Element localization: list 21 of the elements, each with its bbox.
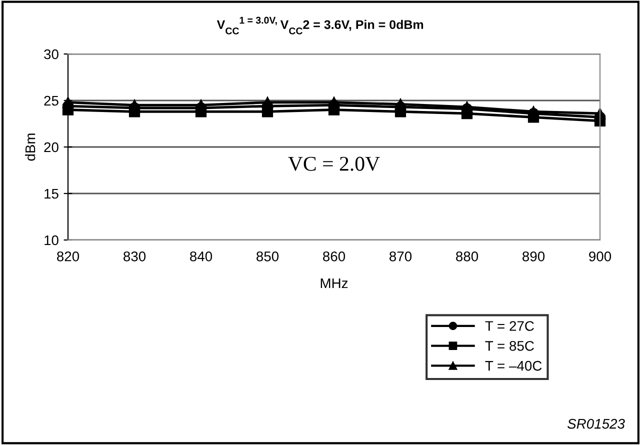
y-tick-label: 15 bbox=[44, 188, 58, 199]
x-tick-label: 870 bbox=[390, 251, 412, 262]
legend-label: T = 27C bbox=[485, 321, 534, 331]
y-tick-label: 25 bbox=[44, 96, 58, 106]
x-tick-label: 900 bbox=[589, 251, 612, 262]
y-axis-title: dBm bbox=[25, 134, 36, 161]
x-tick-label: 880 bbox=[456, 251, 478, 262]
x-tick-label: 820 bbox=[57, 251, 80, 262]
x-tick-label: 850 bbox=[256, 251, 279, 262]
x-tick-label: 840 bbox=[190, 251, 212, 262]
x-tick-label: 890 bbox=[522, 251, 545, 262]
legend-label: T = 85C bbox=[485, 340, 534, 351]
y-tick-label: 30 bbox=[44, 49, 58, 60]
x-axis-title: MHz bbox=[320, 278, 348, 288]
x-tick-label: 830 bbox=[124, 251, 146, 262]
y-tick-label: 10 bbox=[44, 235, 58, 246]
text: SR01523 bbox=[567, 418, 625, 429]
y-tick-label: 20 bbox=[44, 142, 58, 152]
annotation: VC = 2.0V bbox=[288, 156, 380, 171]
x-tick-label: 860 bbox=[323, 251, 346, 262]
legend-label: T = –40C bbox=[485, 360, 542, 371]
